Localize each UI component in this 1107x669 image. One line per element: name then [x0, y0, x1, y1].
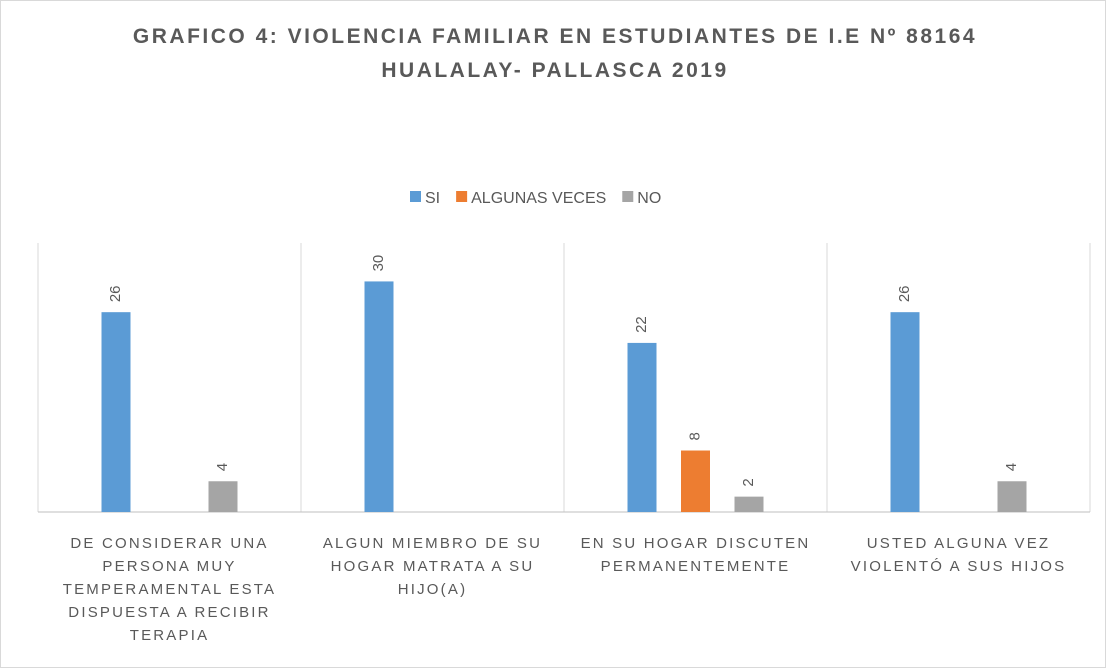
x-tick-label: USTED ALGUNA VEZ VIOLENTÓ A SUS HIJOS [850, 535, 1067, 575]
bar [890, 312, 920, 512]
data-label: 4 [214, 463, 231, 471]
bar [734, 496, 764, 512]
legend-swatch [410, 191, 421, 202]
bar [101, 312, 131, 512]
data-label: 26 [896, 285, 913, 302]
bar [627, 342, 657, 512]
legend-swatch [456, 191, 468, 202]
legend-label: SI [425, 190, 440, 207]
legend-label: NO [637, 190, 661, 207]
bar [364, 281, 394, 512]
x-tick-label: EN SU HOGAR DISCUTEN PERMANENTEMENTE [580, 535, 811, 575]
data-label: 4 [1003, 463, 1020, 471]
x-tick-label: ALGUN MIEMBRO DE SU HOGAR MATRATA A SU H… [322, 535, 543, 598]
data-label: 22 [633, 316, 650, 333]
bar [208, 481, 238, 512]
legend-swatch [622, 191, 634, 202]
data-label: 8 [686, 432, 703, 440]
x-tick-label: DE CONSIDERAR UNA PERSONA MUY TEMPERAMEN… [62, 535, 277, 644]
chart-title: GRAFICO 4: VIOLENCIA FAMILIAR EN ESTUDIA… [132, 25, 978, 82]
data-label: 2 [740, 478, 757, 486]
bar [997, 481, 1027, 512]
data-label: 30 [370, 255, 387, 272]
data-label: 26 [107, 285, 124, 302]
bar [681, 450, 710, 512]
legend-label: ALGUNAS VECES [471, 190, 606, 207]
